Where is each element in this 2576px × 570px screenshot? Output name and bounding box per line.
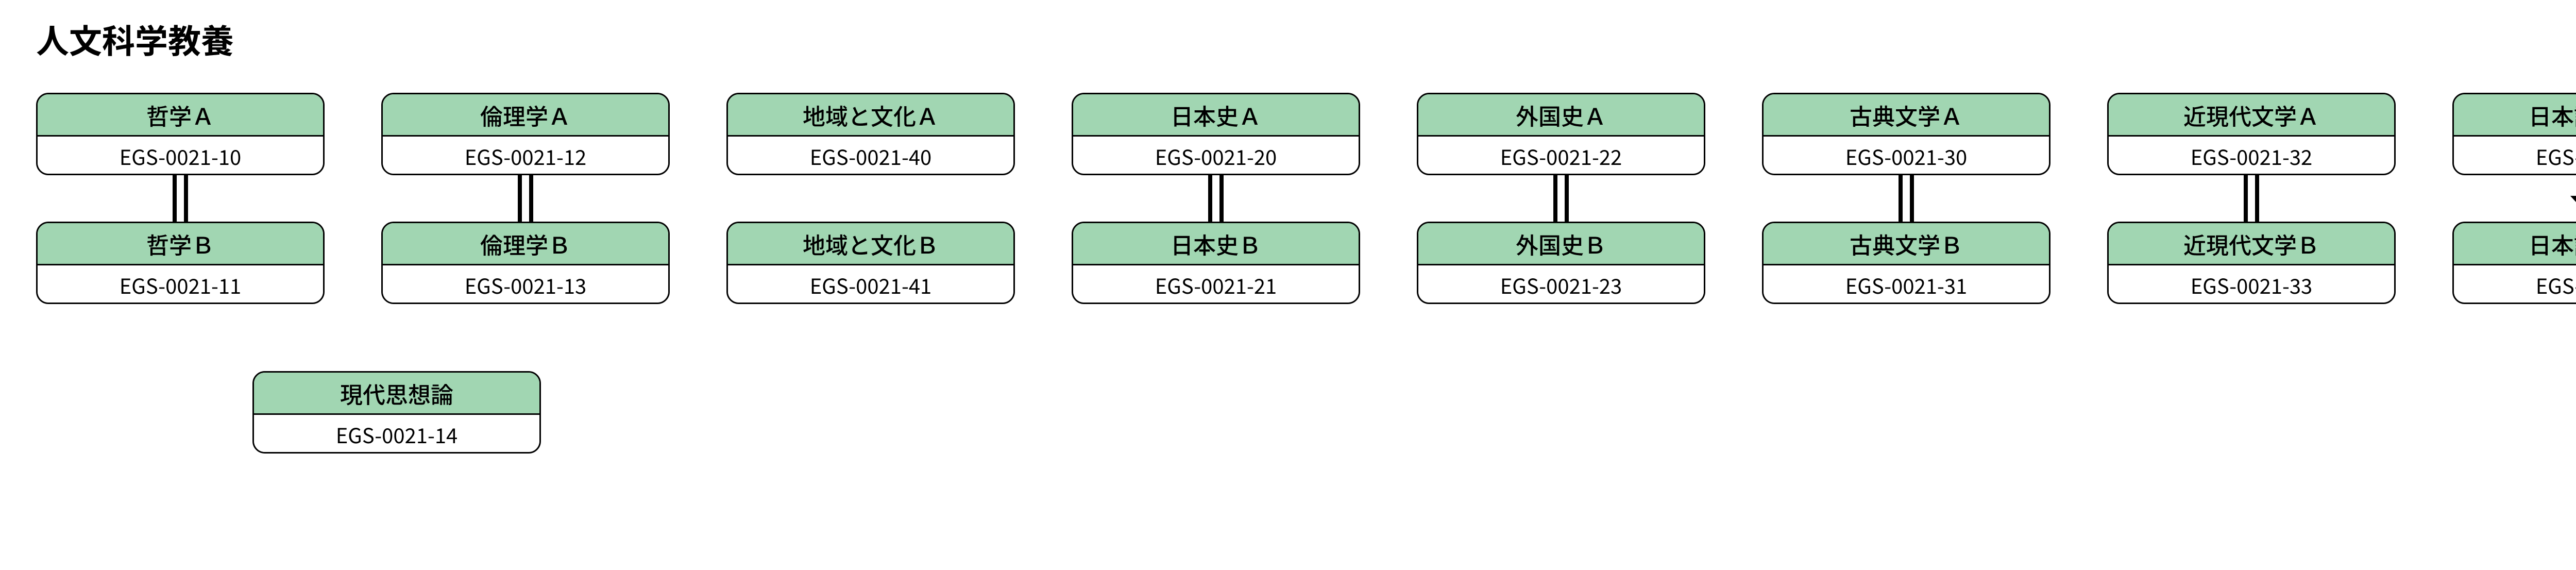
course-node: 古典文学ＢEGS-0021-31	[1762, 222, 2050, 304]
course-node: 日本語表現ⅡEGS-0021-03	[2452, 222, 2576, 304]
course-name: 倫理学Ｂ	[383, 223, 668, 265]
course-code: EGS-0021-20	[1073, 137, 1359, 175]
course-code: EGS-0021-03	[2454, 265, 2576, 304]
course-code: EGS-0021-14	[254, 415, 539, 454]
course-code: EGS-0021-31	[1764, 265, 2049, 304]
course-node: 哲学ＢEGS-0021-11	[36, 222, 325, 304]
course-node: 日本史ＡEGS-0021-20	[1072, 93, 1360, 175]
course-code: EGS-0021-32	[2109, 137, 2394, 175]
course-code: EGS-0021-40	[728, 137, 1013, 175]
course-name: 外国史Ｂ	[1418, 223, 1704, 265]
course-code: EGS-0021-21	[1073, 265, 1359, 304]
course-node: 哲学ＡEGS-0021-10	[36, 93, 325, 175]
course-name: 倫理学Ａ	[383, 94, 668, 137]
course-node: 日本史ＢEGS-0021-21	[1072, 222, 1360, 304]
course-name: 哲学Ｂ	[38, 223, 323, 265]
section-title: 人文科学教養	[36, 15, 234, 63]
course-node: 古典文学ＡEGS-0021-30	[1762, 93, 2050, 175]
course-node: 倫理学ＡEGS-0021-12	[381, 93, 670, 175]
course-node: 倫理学ＢEGS-0021-13	[381, 222, 670, 304]
course-name: 古典文学Ｂ	[1764, 223, 2049, 265]
course-code: EGS-0021-41	[728, 265, 1013, 304]
course-node: 地域と文化ＢEGS-0021-41	[726, 222, 1015, 304]
course-name: 現代思想論	[254, 373, 539, 415]
course-name: 近現代文学Ａ	[2109, 94, 2394, 137]
course-name: 地域と文化Ａ	[728, 94, 1013, 137]
course-node: 外国史ＢEGS-0021-23	[1417, 222, 1705, 304]
course-node: 地域と文化ＡEGS-0021-40	[726, 93, 1015, 175]
course-code: EGS-0021-23	[1418, 265, 1704, 304]
course-name: 日本語表現Ⅰ	[2454, 94, 2576, 137]
course-name: 外国史Ａ	[1418, 94, 1704, 137]
course-name: 日本語表現Ⅱ	[2454, 223, 2576, 265]
course-name: 日本史Ｂ	[1073, 223, 1359, 265]
course-name: 地域と文化Ｂ	[728, 223, 1013, 265]
course-code: EGS-0021-30	[1764, 137, 2049, 175]
course-name: 古典文学Ａ	[1764, 94, 2049, 137]
course-name: 哲学Ａ	[38, 94, 323, 137]
course-code: EGS-0021-11	[38, 265, 323, 304]
course-code: EGS-0021-33	[2109, 265, 2394, 304]
course-node: 日本語表現ⅠEGS-0021-02	[2452, 93, 2576, 175]
course-node: 外国史ＡEGS-0021-22	[1417, 93, 1705, 175]
diagram-canvas: 人文科学教養 哲学ＡEGS-0021-10哲学ＢEGS-0021-11倫理学ＡE…	[0, 0, 2576, 570]
course-node: 近現代文学ＡEGS-0021-32	[2107, 93, 2396, 175]
course-code: EGS-0021-12	[383, 137, 668, 175]
course-name: 近現代文学Ｂ	[2109, 223, 2394, 265]
course-node: 近現代文学ＢEGS-0021-33	[2107, 222, 2396, 304]
course-node: 現代思想論EGS-0021-14	[252, 371, 541, 454]
course-code: EGS-0021-13	[383, 265, 668, 304]
course-code: EGS-0021-10	[38, 137, 323, 175]
course-name: 日本史Ａ	[1073, 94, 1359, 137]
course-code: EGS-0021-22	[1418, 137, 1704, 175]
course-code: EGS-0021-02	[2454, 137, 2576, 175]
